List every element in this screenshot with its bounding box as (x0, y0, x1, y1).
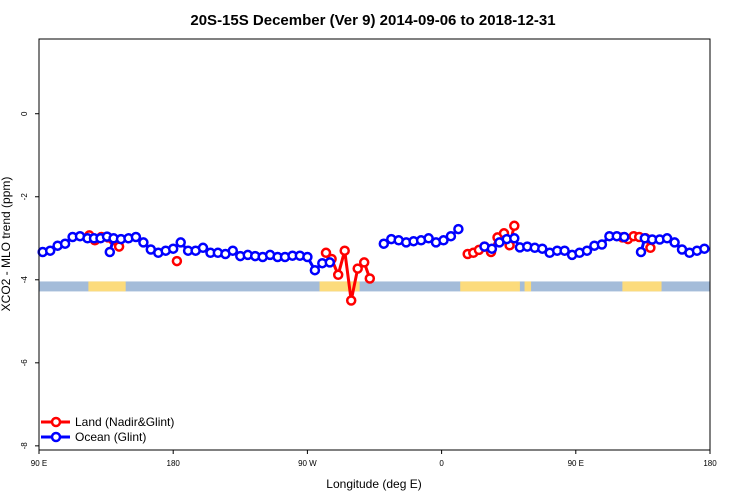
data-point-ocean (197, 242, 209, 254)
x-tick-label: 180 (703, 459, 717, 468)
data-point-ocean (559, 245, 570, 256)
legend-label-ocean: Ocean (Glint) (75, 430, 146, 444)
data-point-ocean (596, 239, 608, 250)
land-band-segment (460, 281, 520, 292)
data-point-land (509, 220, 520, 232)
data-point-ocean (44, 245, 56, 256)
x-tick-label: 0 (439, 459, 444, 468)
x-tick-label: 90 E (31, 459, 47, 468)
data-point-ocean (581, 245, 593, 256)
data-point-land (352, 263, 363, 274)
x-tick-label: 90 W (298, 459, 317, 468)
data-point-land (171, 255, 183, 267)
x-tick-label: 180 (167, 459, 181, 468)
data-point-ocean (309, 264, 321, 276)
data-point-ocean (619, 231, 630, 243)
data-point-land (364, 273, 376, 284)
y-tick-label: 0 (20, 111, 29, 116)
data-point-ocean (423, 233, 434, 244)
land-band-segment (88, 281, 126, 292)
data-point-ocean (302, 251, 313, 263)
x-tick-label: 90 E (568, 459, 584, 468)
data-point-ocean (635, 246, 647, 258)
data-point-ocean (486, 243, 498, 254)
data-point-land (345, 295, 357, 306)
chart-title: 20S-15S December (Ver 9) 2014-09-06 to 2… (190, 12, 555, 29)
data-point-ocean (324, 257, 336, 268)
y-tick-label: -6 (20, 359, 29, 367)
data-point-ocean (537, 243, 548, 254)
data-point-land (645, 242, 656, 254)
data-point-ocean (227, 245, 239, 256)
y-axis: 0 -2 -4 -6 -8 (20, 111, 39, 449)
data-point-ocean (138, 237, 149, 248)
legend-marker-ocean (50, 431, 62, 443)
legend-entry-land: Land (Nadir&Glint) (41, 415, 174, 429)
data-point-land (332, 269, 344, 281)
ocean-band (39, 281, 710, 292)
data-point-ocean (438, 235, 449, 246)
data-point-ocean (167, 243, 179, 254)
legend-marker-land (50, 416, 62, 428)
y-tick-label: -2 (20, 193, 29, 201)
series-land (84, 220, 656, 306)
land-band-segment (622, 281, 662, 292)
data-point-ocean (130, 231, 142, 243)
y-axis-label: XCO2 - MLO trend (ppm) (0, 177, 13, 312)
data-point-ocean (453, 223, 464, 235)
data-point-ocean (699, 243, 710, 254)
data-point-ocean (509, 233, 520, 244)
legend: Land (Nadir&Glint) Ocean (Glint) (41, 415, 174, 444)
legend-entry-ocean: Ocean (Glint) (41, 430, 146, 444)
y-tick-label: -8 (20, 442, 29, 450)
surface-band (39, 281, 710, 292)
x-axis-label: Longitude (deg E) (326, 477, 421, 491)
data-point-ocean (59, 238, 71, 249)
data-point-ocean (378, 238, 390, 249)
legend-label-land: Land (Nadir&Glint) (75, 415, 174, 429)
data-point-ocean (104, 246, 116, 258)
series-layer (37, 220, 710, 306)
series-ocean (37, 223, 710, 276)
land-band-segment (319, 281, 360, 292)
data-point-ocean (445, 230, 457, 242)
data-point-land (358, 257, 370, 268)
x-axis: 90 E 180 90 W 0 90 E 180 (31, 450, 717, 468)
data-point-land (339, 245, 350, 256)
data-point-ocean (669, 237, 680, 248)
data-point-land (320, 247, 332, 259)
data-point-ocean (661, 233, 673, 244)
plot-frame (38, 38, 711, 451)
land-band-segment (524, 281, 532, 292)
y-tick-label: -4 (20, 276, 29, 284)
data-point-ocean (175, 237, 186, 248)
